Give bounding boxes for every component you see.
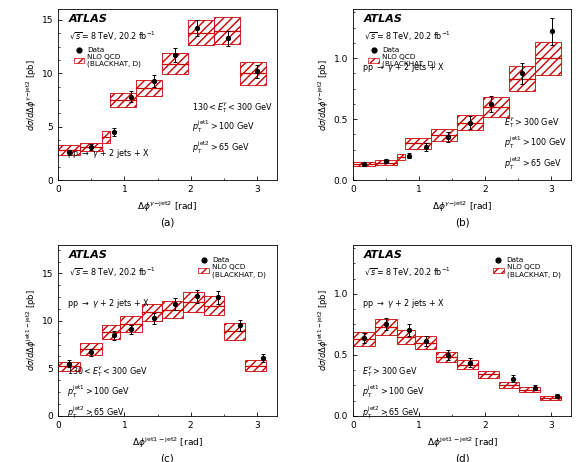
Bar — [457, 360, 477, 369]
Bar — [509, 67, 535, 91]
Bar — [162, 53, 188, 74]
Text: $\sqrt{s} = 8$ TeV, 20.2 fb$^{-1}$: $\sqrt{s} = 8$ TeV, 20.2 fb$^{-1}$ — [69, 30, 156, 43]
Bar — [224, 322, 245, 340]
Bar — [535, 42, 561, 74]
Bar — [477, 371, 498, 378]
Text: (c): (c) — [160, 453, 174, 462]
Text: (a): (a) — [160, 218, 175, 228]
Y-axis label: $d\sigma/d\Delta\phi^{\gamma\rm{-jet2}}$ [pb]: $d\sigma/d\Delta\phi^{\gamma\rm{-jet2}}$… — [317, 59, 331, 130]
Text: $130 < E_{\rm T}^\gamma < 300$ GeV
$p_{\rm T}^{\rm jet1} > 100$ GeV
$p_{\rm T}^{: $130 < E_{\rm T}^\gamma < 300$ GeV $p_{\… — [67, 365, 147, 421]
Text: $\sqrt{s} = 8$ TeV, 20.2 fb$^{-1}$: $\sqrt{s} = 8$ TeV, 20.2 fb$^{-1}$ — [69, 266, 156, 279]
Bar — [80, 143, 102, 151]
Bar — [431, 128, 457, 141]
Bar — [405, 138, 431, 149]
Bar — [240, 62, 266, 85]
Bar — [136, 80, 162, 96]
X-axis label: $\Delta\phi^{\gamma\rm{-jet2}}$ [rad]: $\Delta\phi^{\gamma\rm{-jet2}}$ [rad] — [138, 200, 198, 214]
Bar — [519, 387, 540, 392]
Bar — [110, 93, 136, 107]
Text: (b): (b) — [455, 218, 469, 228]
Bar — [245, 359, 266, 371]
Bar — [498, 382, 519, 389]
Bar — [353, 332, 375, 346]
Bar — [540, 396, 561, 400]
X-axis label: $\Delta\phi^{\rm jet1-jet2}$ [rad]: $\Delta\phi^{\rm jet1-jet2}$ [rad] — [132, 435, 203, 450]
Text: ATLAS: ATLAS — [364, 250, 403, 260]
Bar — [353, 162, 375, 166]
Text: pp $\rightarrow$ $\gamma$ + 2 jets + X: pp $\rightarrow$ $\gamma$ + 2 jets + X — [67, 146, 150, 159]
Text: $\sqrt{s} = 8$ TeV, 20.2 fb$^{-1}$: $\sqrt{s} = 8$ TeV, 20.2 fb$^{-1}$ — [364, 266, 451, 279]
Text: $\sqrt{s} = 8$ TeV, 20.2 fb$^{-1}$: $\sqrt{s} = 8$ TeV, 20.2 fb$^{-1}$ — [364, 30, 451, 43]
Bar — [396, 154, 405, 160]
X-axis label: $\Delta\phi^{\rm jet1-jet2}$ [rad]: $\Delta\phi^{\rm jet1-jet2}$ [rad] — [427, 435, 498, 450]
Bar — [102, 325, 121, 339]
Bar — [188, 20, 214, 45]
Y-axis label: $d\sigma/d\Delta\phi^{\gamma\rm{-jet2}}$ [pb]: $d\sigma/d\Delta\phi^{\gamma\rm{-jet2}}$… — [24, 59, 39, 130]
Text: $E_{\rm T}^\gamma > 300$ GeV
$p_{\rm T}^{\rm jet1} > 100$ GeV
$p_{\rm T}^{\rm je: $E_{\rm T}^\gamma > 300$ GeV $p_{\rm T}^… — [504, 115, 567, 172]
Bar — [437, 352, 457, 362]
Bar — [204, 296, 224, 316]
Bar — [375, 319, 396, 334]
Bar — [58, 362, 80, 371]
Bar — [80, 343, 102, 355]
Text: pp $\rightarrow$ $\gamma$ + 2 jets + X: pp $\rightarrow$ $\gamma$ + 2 jets + X — [362, 61, 444, 74]
Bar — [375, 160, 396, 165]
Bar — [183, 292, 204, 311]
Bar — [483, 97, 509, 117]
Text: pp $\rightarrow$ $\gamma$ + 2 jets + X: pp $\rightarrow$ $\gamma$ + 2 jets + X — [362, 297, 444, 310]
Legend: Data, NLO QCD
(BLACKHAT, D): Data, NLO QCD (BLACKHAT, D) — [195, 254, 269, 280]
Bar — [102, 132, 110, 143]
Text: ATLAS: ATLAS — [364, 14, 403, 24]
Bar — [121, 316, 142, 332]
Bar — [415, 336, 437, 349]
Bar — [142, 304, 162, 321]
Text: (d): (d) — [455, 453, 469, 462]
Text: $E_{\rm T}^\gamma > 300$ GeV
$p_{\rm T}^{\rm jet1} > 100$ GeV
$p_{\rm T}^{\rm je: $E_{\rm T}^\gamma > 300$ GeV $p_{\rm T}^… — [362, 365, 424, 421]
Bar — [457, 115, 483, 130]
Text: ATLAS: ATLAS — [69, 250, 108, 260]
Bar — [396, 330, 415, 344]
Bar — [214, 17, 240, 44]
Legend: Data, NLO QCD
(BLACKHAT, D): Data, NLO QCD (BLACKHAT, D) — [366, 43, 439, 70]
X-axis label: $\Delta\phi^{\gamma\rm{-jet2}}$ [rad]: $\Delta\phi^{\gamma\rm{-jet2}}$ [rad] — [432, 200, 492, 214]
Text: ATLAS: ATLAS — [69, 14, 108, 24]
Bar — [162, 301, 183, 318]
Legend: Data, NLO QCD
(BLACKHAT, D): Data, NLO QCD (BLACKHAT, D) — [71, 43, 144, 70]
Y-axis label: $d\sigma/d\Delta\phi^{\rm jet1-jet2}$ [pb]: $d\sigma/d\Delta\phi^{\rm jet1-jet2}$ [p… — [317, 290, 331, 371]
Bar — [58, 146, 80, 155]
Text: pp $\rightarrow$ $\gamma$ + 2 jets + X: pp $\rightarrow$ $\gamma$ + 2 jets + X — [67, 297, 150, 310]
Y-axis label: $d\sigma/d\Delta\phi^{\rm jet1-jet2}$ [pb]: $d\sigma/d\Delta\phi^{\rm jet1-jet2}$ [p… — [24, 290, 39, 371]
Legend: Data, NLO QCD
(BLACKHAT, D): Data, NLO QCD (BLACKHAT, D) — [490, 254, 563, 280]
Text: $130 < E_{\rm T}^\gamma < 300$ GeV
$p_{\rm T}^{\rm jet1} > 100$ GeV
$p_{\rm T}^{: $130 < E_{\rm T}^\gamma < 300$ GeV $p_{\… — [192, 100, 272, 156]
